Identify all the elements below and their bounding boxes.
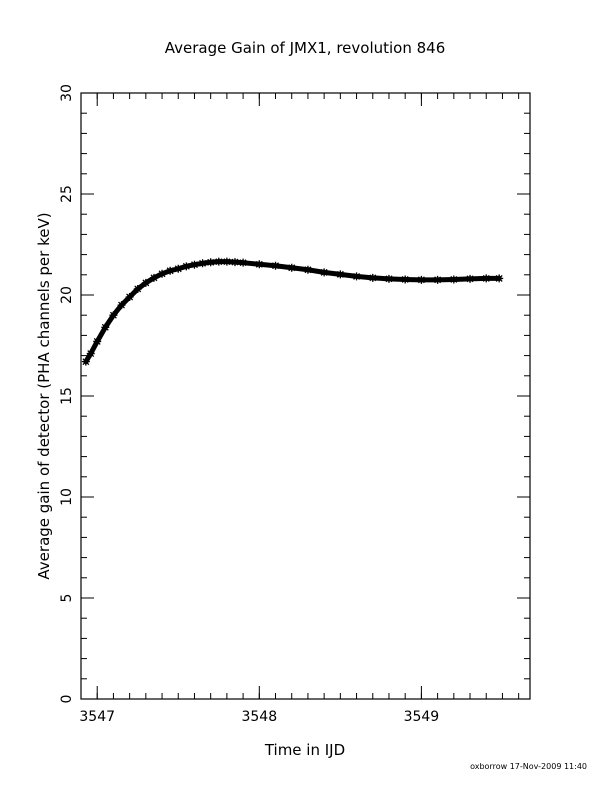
tick-labels: 3547 3548 3549 0 5 10 15 20 25 30: [59, 84, 439, 725]
y-axis-label: Average gain of detector (PHA channels p…: [35, 212, 53, 579]
axis-ticks: [80, 92, 530, 700]
y-tick-label: 20: [59, 286, 75, 304]
y-tick-label: 0: [59, 695, 75, 704]
footer-stamp: oxborrow 17-Nov-2009 11:40: [470, 762, 587, 771]
y-tick-label: 25: [59, 185, 75, 203]
y-tick-label: 30: [59, 84, 75, 102]
y-tick-label: 15: [59, 387, 75, 405]
data-trace: [83, 259, 502, 365]
y-tick-label: 5: [59, 594, 75, 603]
x-tick-label: 3549: [404, 709, 440, 725]
x-tick-label: 3547: [79, 709, 115, 725]
x-tick-label: 3548: [241, 709, 277, 725]
chart-title: Average Gain of JMX1, revolution 846: [165, 39, 446, 57]
x-axis-label: Time in IJD: [264, 741, 345, 759]
y-tick-label: 10: [59, 488, 75, 506]
data-points: [81, 257, 504, 366]
plot-frame: [80, 92, 531, 700]
